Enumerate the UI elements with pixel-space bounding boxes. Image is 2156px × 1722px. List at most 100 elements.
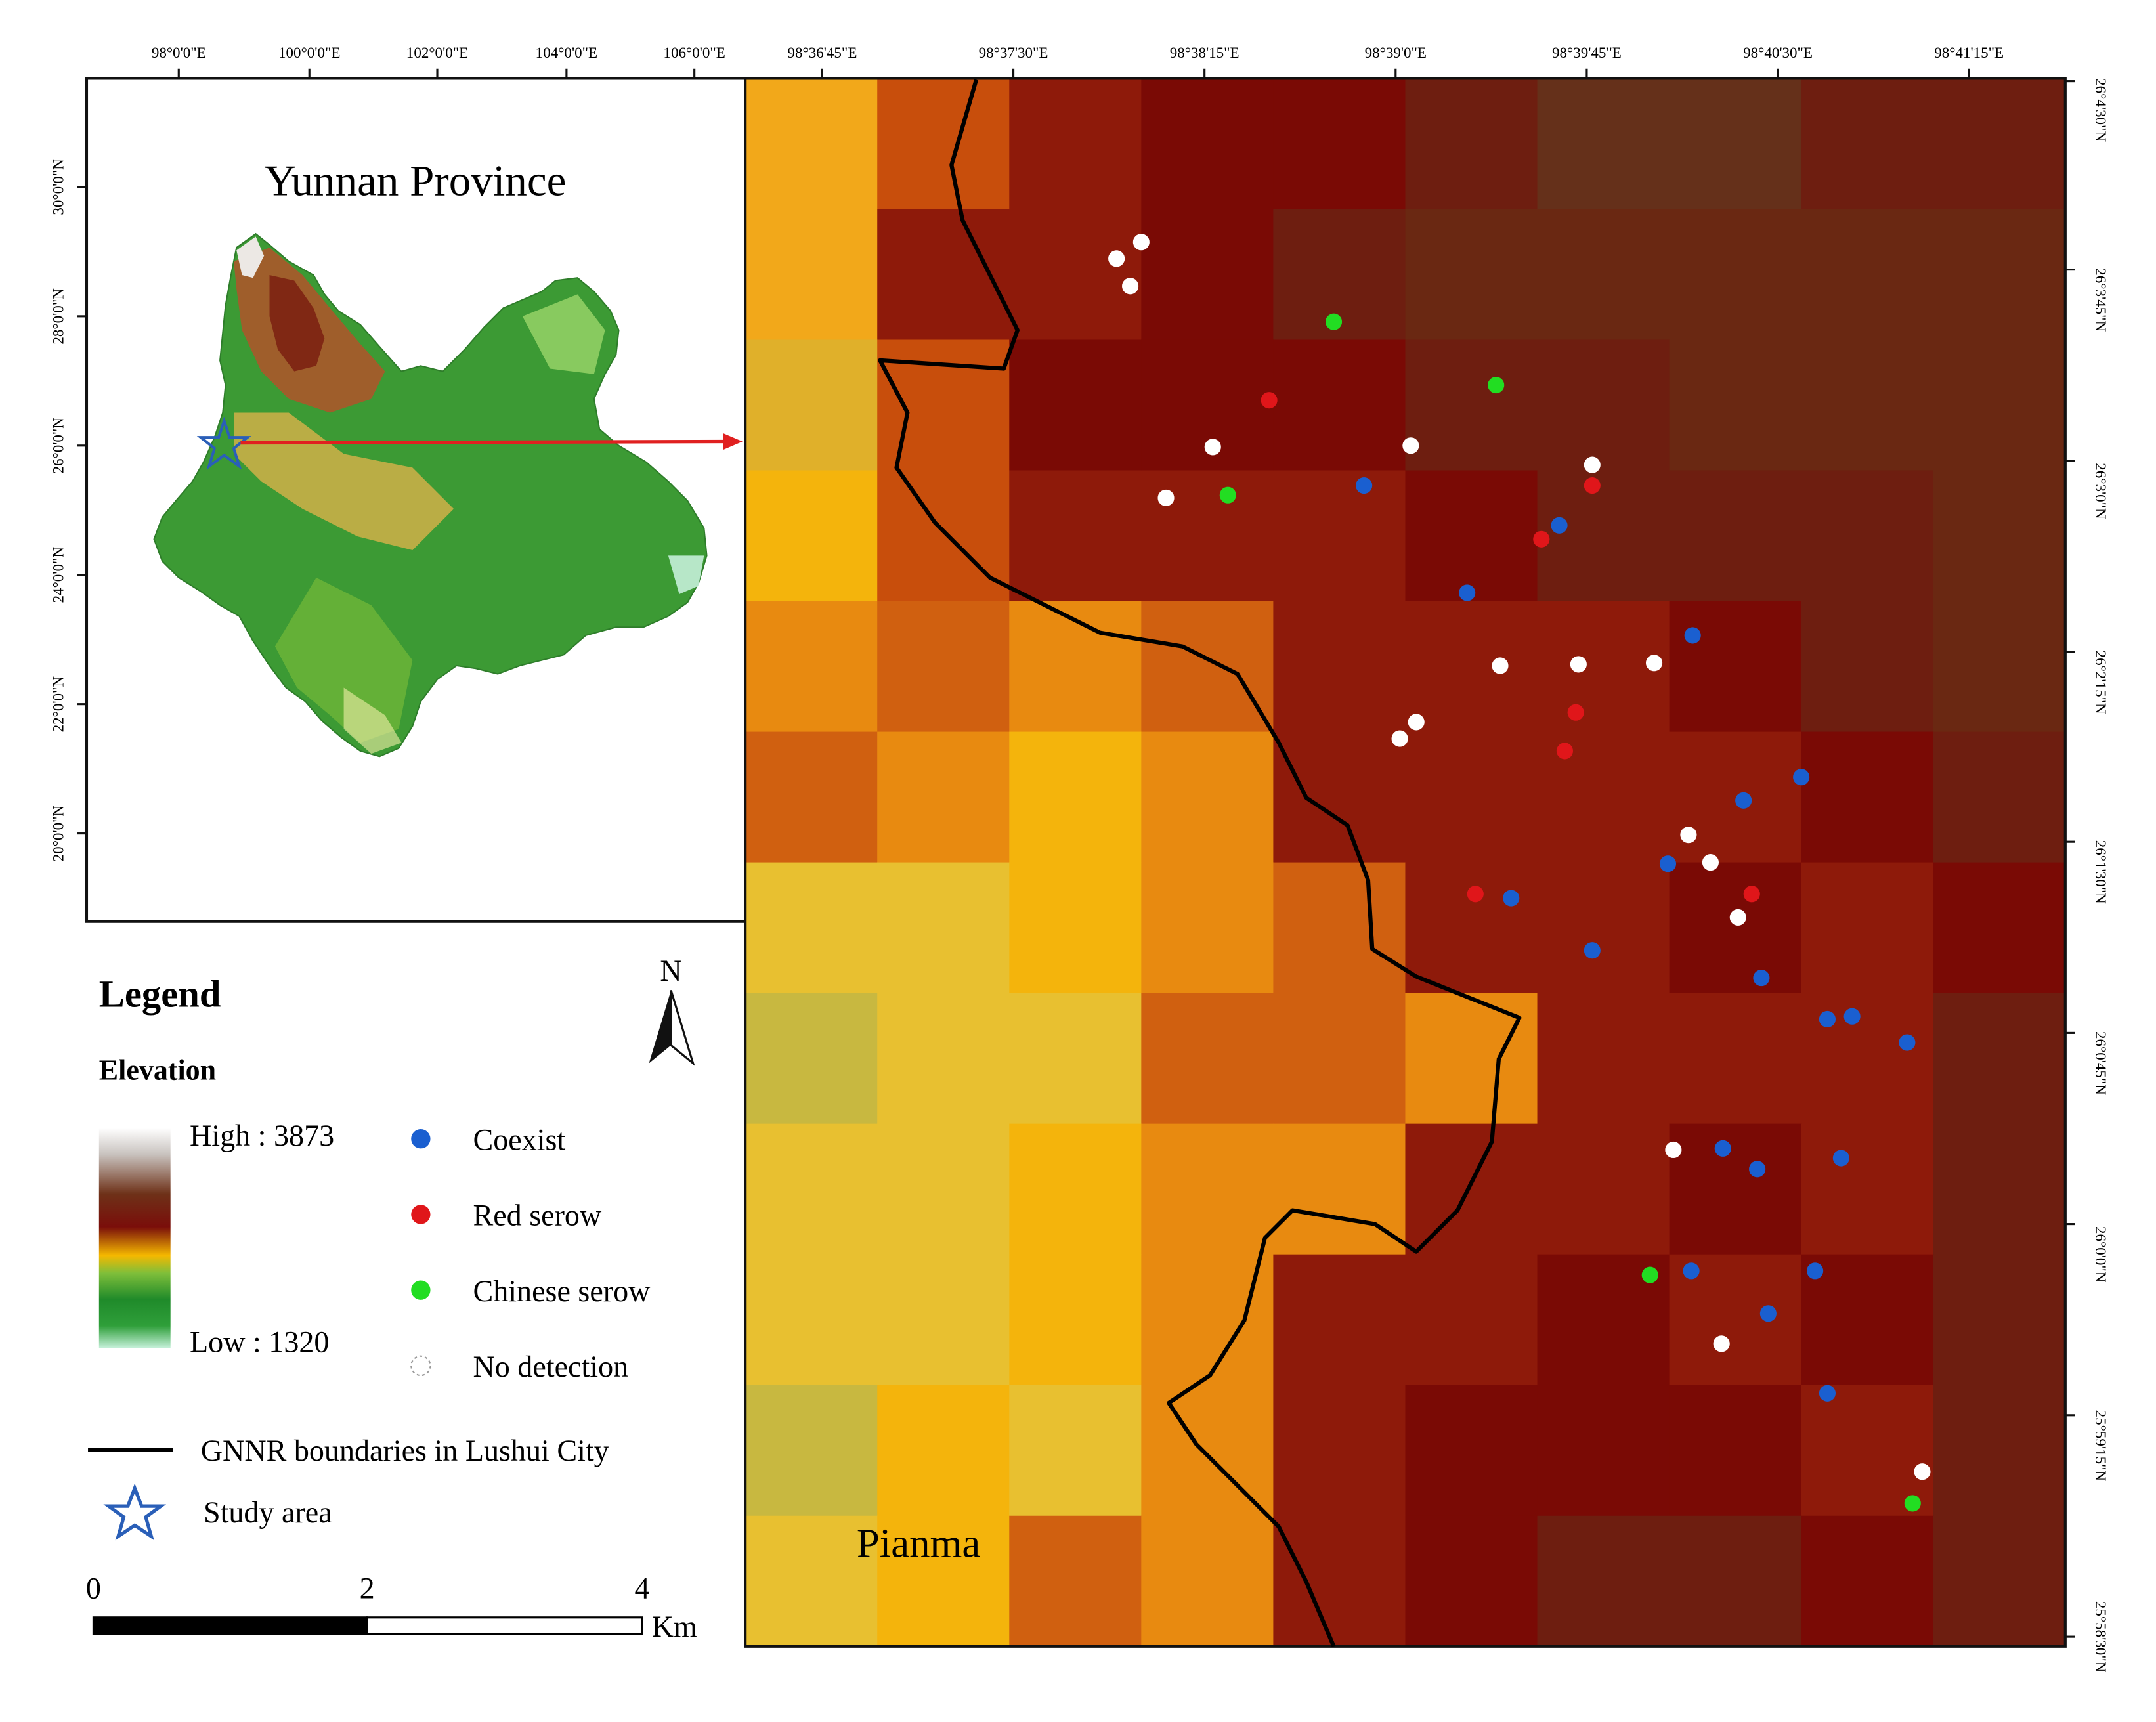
coexist-point bbox=[1899, 1034, 1916, 1051]
elevation-cell bbox=[1801, 1123, 1934, 1255]
no-detection-point bbox=[1492, 657, 1509, 674]
elevation-cell bbox=[1537, 1385, 1670, 1517]
elevation-cell bbox=[1801, 862, 1934, 994]
elevation-cell bbox=[1537, 339, 1670, 471]
coexist-point bbox=[1503, 890, 1520, 907]
no-detection-point bbox=[1402, 437, 1419, 454]
no-detection-point bbox=[1584, 456, 1601, 473]
main-map-frame bbox=[744, 77, 2067, 1648]
elevation-cell bbox=[1933, 862, 2065, 994]
elevation-cell bbox=[1273, 1515, 1406, 1647]
no-detection-point bbox=[1702, 854, 1719, 871]
coexist-point bbox=[1819, 1010, 1836, 1028]
elevation-cell bbox=[1933, 78, 2065, 210]
elevation-cell bbox=[1537, 862, 1670, 994]
elevation-cell bbox=[877, 862, 1010, 994]
scale-bar: 0 2 4 Km bbox=[86, 1571, 697, 1643]
elevation-cell bbox=[1405, 1123, 1538, 1255]
elevation-cell bbox=[1405, 862, 1538, 994]
elevation-cell bbox=[1933, 1515, 2065, 1647]
elevation-cell bbox=[1141, 862, 1274, 994]
legend-study-area-label: Study area bbox=[204, 1496, 332, 1529]
elevation-cell bbox=[1933, 209, 2065, 341]
elevation-cell bbox=[745, 1385, 878, 1517]
inset-lon-axis: 98°0'0"E 100°0'0"E 102°0'0"E 104°0'0"E 1… bbox=[152, 44, 725, 79]
no-detection-point bbox=[1914, 1463, 1931, 1480]
legend-red-serow-swatch bbox=[411, 1205, 431, 1224]
chinese-serow-point bbox=[1641, 1266, 1658, 1283]
elevation-cell bbox=[1801, 601, 1934, 733]
legend-elevation-label: Elevation bbox=[99, 1054, 216, 1087]
inset-lon-tick: 106°0'0"E bbox=[663, 44, 725, 61]
legend-no-detection-swatch bbox=[410, 1355, 431, 1377]
elevation-cell bbox=[1933, 470, 2065, 602]
main-lat-tick: 26°0'45"N bbox=[2092, 1031, 2109, 1095]
elevation-cell bbox=[1009, 1385, 1142, 1517]
no-detection-point bbox=[1645, 655, 1663, 672]
elevation-cell bbox=[1669, 993, 1802, 1125]
legend-title: Legend bbox=[99, 973, 221, 1016]
north-arrow-label: N bbox=[660, 954, 681, 987]
coexist-point bbox=[1819, 1385, 1836, 1402]
elevation-cell bbox=[1009, 1123, 1142, 1255]
scale-unit-label: Km bbox=[652, 1610, 697, 1643]
elevation-cell bbox=[1537, 78, 1670, 210]
main-lat-tick: 26°4'30"N bbox=[2092, 78, 2109, 142]
no-detection-point bbox=[1204, 439, 1221, 456]
legend-low-label: Low : 1320 bbox=[190, 1325, 329, 1358]
chinese-serow-point bbox=[1904, 1495, 1921, 1512]
legend: Legend Elevation High : 3873 Low : 1320 … bbox=[86, 973, 697, 1644]
elevation-cell bbox=[877, 1515, 1010, 1647]
main-lat-tick: 26°2'15"N bbox=[2092, 651, 2109, 714]
red-serow-point bbox=[1261, 392, 1278, 409]
elevation-cell bbox=[745, 731, 878, 863]
no-detection-point bbox=[1122, 278, 1139, 295]
elevation-cell bbox=[1669, 1385, 1802, 1517]
elevation-cell bbox=[1405, 993, 1538, 1125]
coexist-point bbox=[1843, 1008, 1861, 1025]
main-lat-tick: 25°59'15"N bbox=[2092, 1410, 2109, 1482]
scale-tick-label: 4 bbox=[635, 1571, 650, 1604]
coexist-point bbox=[1753, 970, 1770, 987]
main-lat-axis: 26°4'30"N 26°3'45"N 26°3'0"N 26°2'15"N 2… bbox=[2065, 78, 2109, 1673]
elevation-cell bbox=[1009, 1515, 1142, 1647]
no-detection-point bbox=[1157, 489, 1175, 506]
elevation-cell bbox=[1141, 1254, 1274, 1386]
inset-lat-axis: 30°0'0"N 28°0'0"N 26°0'0"N 24°0'0"N 22°0… bbox=[49, 159, 87, 861]
elevation-cell bbox=[1801, 78, 1934, 210]
inset-lat-tick: 28°0'0"N bbox=[49, 288, 66, 345]
elevation-cell bbox=[1933, 731, 2065, 863]
elevation-cell bbox=[1537, 1515, 1670, 1647]
elevation-cell bbox=[745, 862, 878, 994]
legend-boundary-label: GNNR boundaries in Lushui City bbox=[201, 1434, 609, 1467]
main-lon-axis: 98°36'45"E 98°37'30"E 98°38'15"E 98°39'0… bbox=[787, 44, 2004, 79]
elevation-cell bbox=[745, 339, 878, 471]
elevation-cell bbox=[745, 993, 878, 1125]
elevation-cell bbox=[1405, 601, 1538, 733]
elevation-cell bbox=[1273, 601, 1406, 733]
elevation-cell bbox=[1273, 731, 1406, 863]
elevation-cell bbox=[745, 470, 878, 602]
elevation-cell bbox=[1801, 1385, 1934, 1517]
legend-chinese-serow-swatch bbox=[411, 1280, 431, 1300]
elevation-cell bbox=[1669, 1123, 1802, 1255]
chinese-serow-point bbox=[1219, 486, 1236, 504]
no-detection-point bbox=[1713, 1335, 1730, 1352]
main-lon-tick: 98°40'30"E bbox=[1743, 44, 1813, 61]
red-serow-point bbox=[1467, 886, 1484, 903]
no-detection-point bbox=[1108, 250, 1125, 267]
inset-lat-tick: 26°0'0"N bbox=[49, 418, 66, 474]
elevation-cell bbox=[1405, 731, 1538, 863]
main-lon-tick: 98°39'45"E bbox=[1552, 44, 1622, 61]
elevation-cell bbox=[1801, 209, 1934, 341]
main-lat-tick: 25°58'30"N bbox=[2092, 1601, 2109, 1673]
elevation-cell bbox=[1009, 470, 1142, 602]
elevation-raster bbox=[745, 78, 2065, 1647]
elevation-cell bbox=[745, 601, 878, 733]
elevation-cell bbox=[1669, 209, 1802, 341]
elevation-cell bbox=[1273, 1254, 1406, 1386]
place-label-pianma: Pianma bbox=[857, 1520, 981, 1566]
legend-study-area-star-icon bbox=[103, 1483, 167, 1541]
elevation-cell bbox=[1801, 339, 1934, 471]
